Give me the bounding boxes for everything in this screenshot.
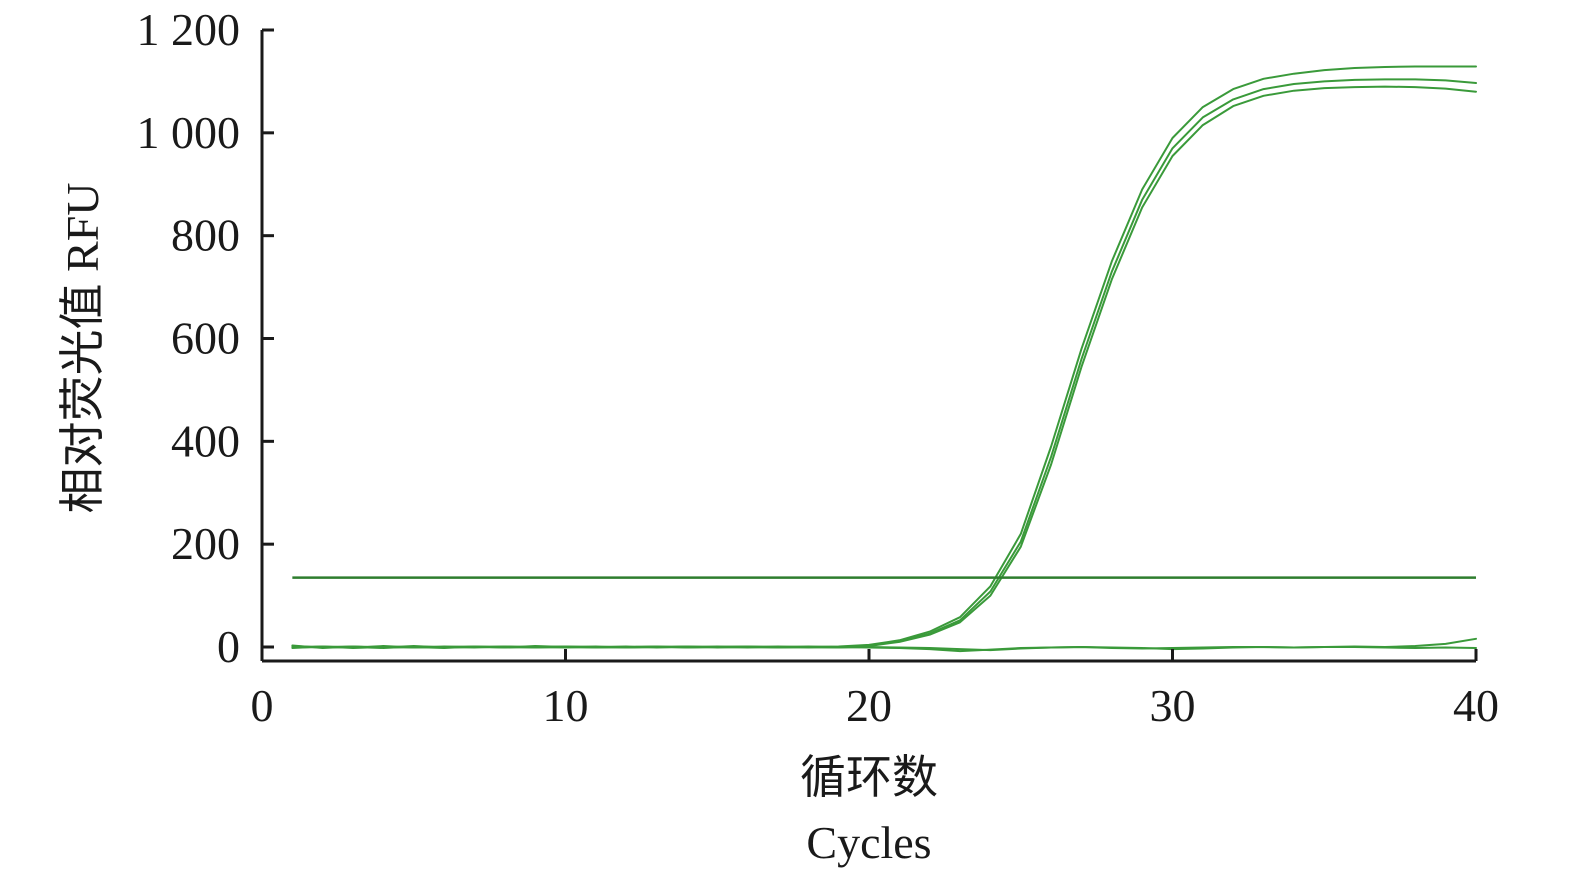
amplification-curve-3	[291, 85, 1477, 649]
x-axis-ticks: 0 10 20 30 40	[251, 649, 1499, 731]
x-tick-label: 10	[543, 680, 589, 731]
amplification-curve-1	[291, 65, 1477, 649]
x-tick-label: 30	[1150, 680, 1196, 731]
y-tick-label: 1 200	[137, 4, 241, 55]
x-axis-title-english: Cycles	[806, 817, 931, 868]
axes	[260, 30, 1476, 663]
y-axis-ticks: 0 200 400 600 800 1 000 1 200	[137, 4, 274, 672]
x-tick-label: 0	[251, 680, 274, 731]
y-tick-label: 200	[171, 518, 240, 569]
x-tick-label: 40	[1453, 680, 1499, 731]
x-axis-title: 循环数	[800, 752, 938, 803]
y-axis-title: 相对荧光值 RFU	[57, 183, 108, 514]
y-tick-label: 400	[171, 415, 240, 466]
y-tick-label: 800	[171, 210, 240, 261]
y-tick-label: 0	[217, 621, 240, 672]
x-tick-label: 20	[846, 680, 892, 731]
amplification-curves	[291, 65, 1477, 653]
y-tick-label: 1 000	[137, 107, 241, 158]
y-tick-label: 600	[171, 313, 240, 364]
amplification-curve-5	[291, 645, 1477, 652]
amplification-curve-2	[291, 78, 1477, 649]
